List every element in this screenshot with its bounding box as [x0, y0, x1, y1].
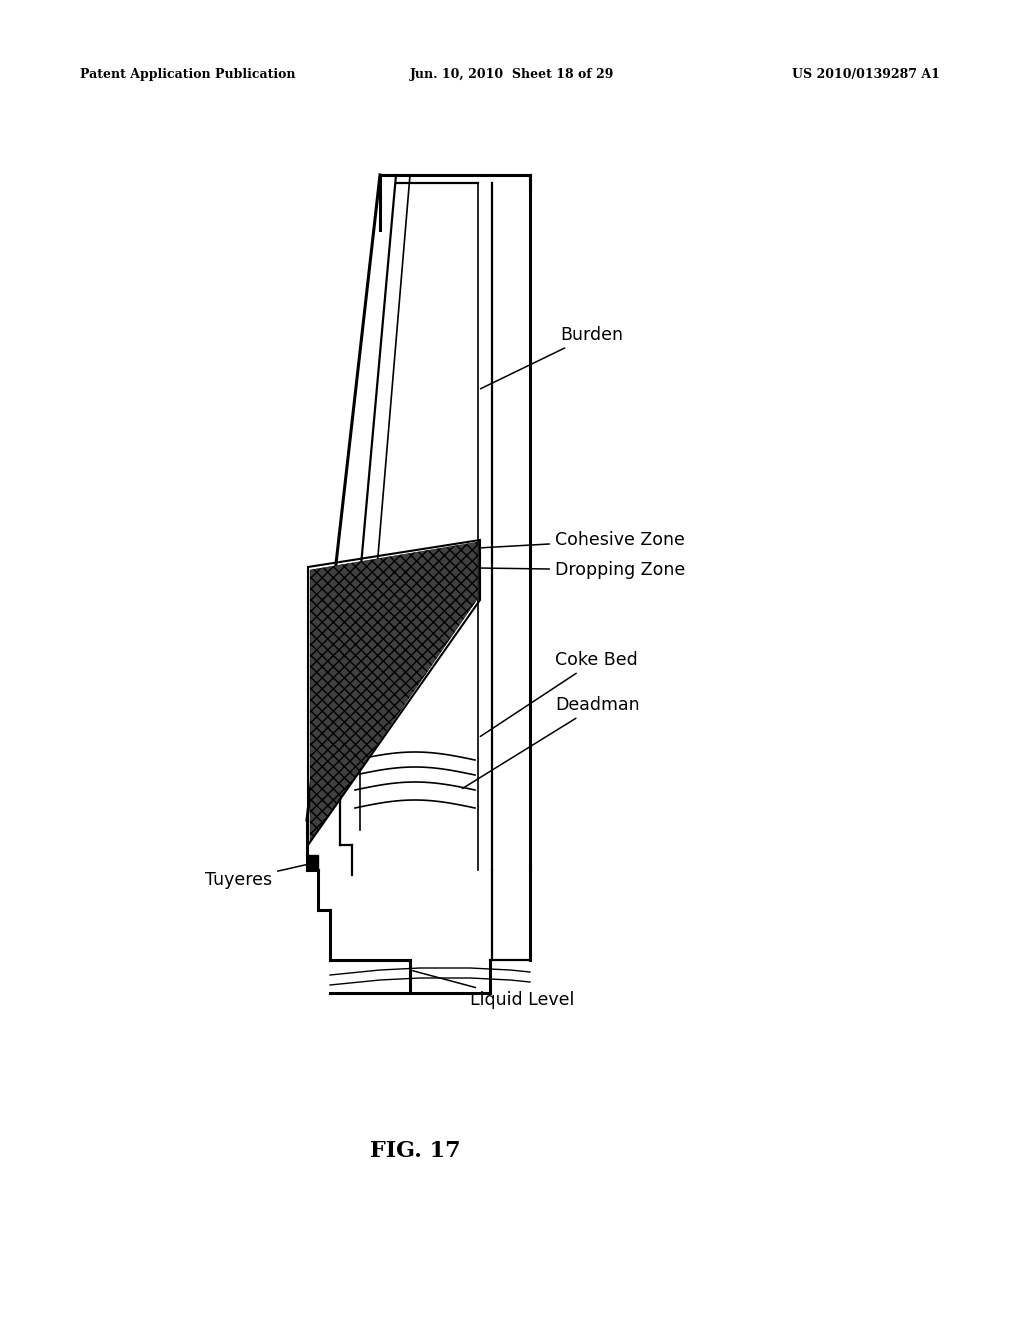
Text: Coke Bed: Coke Bed: [480, 651, 638, 737]
Text: Liquid Level: Liquid Level: [413, 970, 574, 1008]
Text: FIG. 17: FIG. 17: [370, 1140, 461, 1162]
Text: Patent Application Publication: Patent Application Publication: [80, 69, 296, 81]
Polygon shape: [310, 543, 478, 842]
Text: Jun. 10, 2010  Sheet 18 of 29: Jun. 10, 2010 Sheet 18 of 29: [410, 69, 614, 81]
Text: Dropping Zone: Dropping Zone: [481, 561, 685, 579]
Text: Burden: Burden: [480, 326, 623, 389]
Text: US 2010/0139287 A1: US 2010/0139287 A1: [793, 69, 940, 81]
Text: Cohesive Zone: Cohesive Zone: [481, 531, 685, 549]
Text: Tuyeres: Tuyeres: [205, 862, 315, 888]
Text: Deadman: Deadman: [463, 696, 640, 788]
Polygon shape: [307, 855, 318, 870]
